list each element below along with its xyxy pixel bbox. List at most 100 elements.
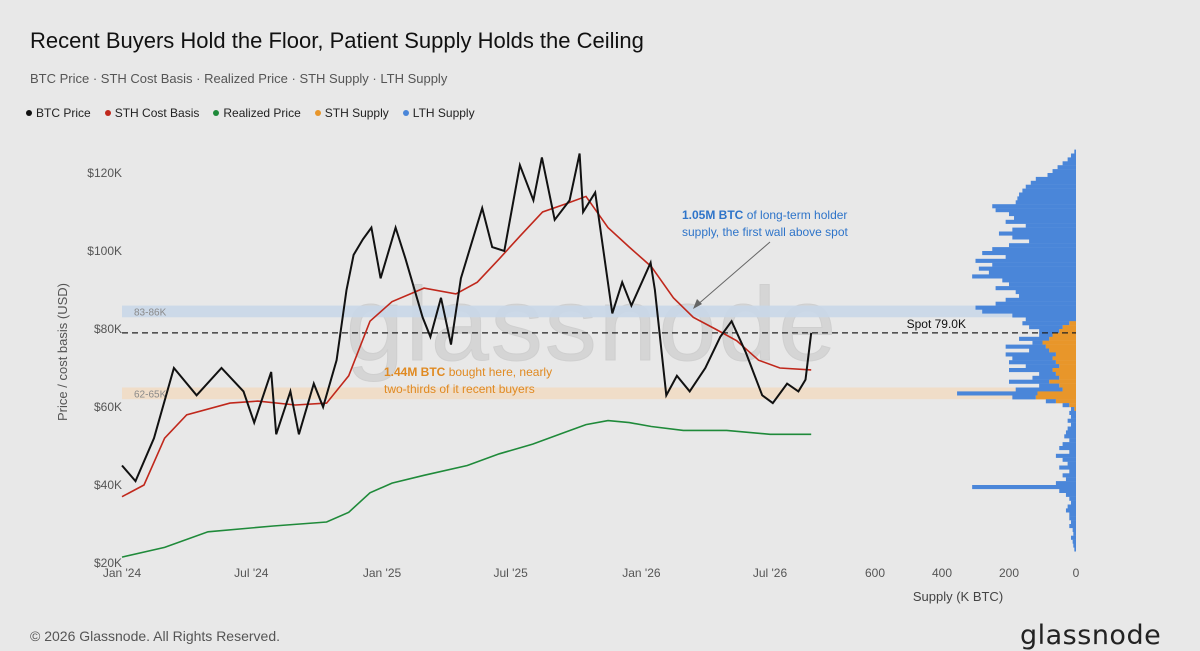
lth-supply-bar [1002,278,1076,283]
lth-annotation-line1: 1.05M BTC of long-term holder [682,208,847,222]
sth-supply-bar [1059,364,1076,369]
sth-annotation-line2: two-thirds of it recent buyers [384,382,535,396]
lth-supply-bar [1025,184,1076,189]
sth-annotation-bold: 1.44M BTC [384,365,446,379]
chart-title: Recent Buyers Hold the Floor, Patient Su… [30,28,644,53]
legend-label-btc-price: BTC Price [36,106,91,120]
lth-supply-bar [1009,282,1076,287]
lth-supply-bar [1039,383,1060,388]
lth-supply-bar [1069,516,1076,521]
supply-tick-label: 600 [865,566,885,580]
lth-supply-bar [1059,446,1076,451]
lth-supply-bar [1019,293,1076,298]
sth-cost-basis-line [121,195,812,498]
sth-supply-bar [1049,336,1076,341]
y-tick-label: $60K [94,400,122,414]
chart-subtitle: BTC Price · STH Cost Basis · Realized Pr… [30,71,448,86]
sth-supply-bar [1059,375,1076,380]
sth-annotation-line1: 1.44M BTC bought here, nearly [384,365,552,379]
sth-supply-bar [1052,368,1076,373]
lth-supply-bar [995,301,1076,306]
lth-supply-bar [1059,488,1076,493]
lth-supply-bar [1009,360,1056,365]
y-tick-label: $80K [94,322,122,336]
lth-annotation-line2: supply, the first wall above spot [682,225,849,239]
lth-supply-bar [1074,547,1076,552]
lth-supply-bar [1005,219,1076,224]
watermark: glassnode [346,267,838,383]
lth-supply-bar [1057,165,1076,170]
annotation-arrow [695,241,771,307]
lth-supply-bar [1062,473,1076,478]
lth-supply-bar [1012,313,1076,318]
copyright: © 2026 Glassnode. All Rights Reserved. [30,628,281,644]
lth-supply-bar [992,247,1076,252]
lth-supply-bar [995,208,1076,213]
legend-item-realized-price[interactable]: Realized Price [213,106,301,120]
lth-supply-bar [1069,438,1076,443]
lth-supply-bar [988,270,1076,275]
legend: BTC Price STH Cost Basis Realized Price … [26,106,475,120]
lth-supply-bar [1067,504,1076,509]
lth-supply-bar [1029,239,1076,244]
lth-supply-bar [1025,223,1076,228]
x-tick-label: Jul '24 [234,566,269,580]
lth-supply-bar [1039,371,1056,376]
sth-supply-bar [1037,391,1076,396]
spot-label: Spot 79.0K [907,317,966,331]
lth-supply-bar [1022,321,1070,326]
lth-supply-bar [1029,348,1050,353]
sth-annotation-text: bought here, nearly [445,365,552,379]
lth-supply-bar [1070,500,1076,505]
lth-supply-bar [1047,173,1076,178]
y-tick-label: $20K [94,556,122,570]
lth-supply-bar [1009,379,1050,384]
lth-supply-bar [978,266,1076,271]
lth-supply-bar [1019,336,1050,341]
sth-supply-bar [1059,329,1076,334]
lth-supply-bar [1069,496,1076,501]
lth-supply-bar [1065,492,1076,497]
lth-supply-bar [1072,539,1076,544]
lth-supply-bar [1072,527,1076,532]
lth-supply-bar [1012,395,1036,400]
legend-item-sth-cost-basis[interactable]: STH Cost Basis [104,106,199,120]
lth-supply-bar [1029,325,1063,330]
y-tick-label: $100K [87,244,122,258]
sth-supply-bar [1074,407,1076,412]
sth-supply-bar [1049,379,1076,384]
lth-supply-bar [1070,414,1076,419]
lth-supply-bar [1005,344,1046,349]
y-axis-label: Price / cost basis (USD) [55,283,70,421]
legend-dot-btc-price [26,110,32,116]
sth-supply-bar [1069,321,1076,326]
sth-supply-bar [1055,399,1076,404]
lth-supply-bar [1015,200,1076,205]
lth-supply-bar [1062,442,1076,447]
lth-supply-bar [1015,290,1076,295]
sth-supply-bar [1045,344,1076,349]
x-tick-label: Jan '26 [622,566,661,580]
btc-price-line [121,153,813,483]
x-tick-label: Jan '25 [363,566,402,580]
lth-supply-bar [1065,430,1076,435]
lth-supply-bar [1070,520,1076,525]
legend-item-btc-price[interactable]: BTC Price [26,106,91,120]
lth-supply-bar [1069,512,1076,517]
legend-label-sth-supply: STH Supply [324,106,389,120]
legend-item-lth-supply[interactable]: LTH Supply [402,106,475,120]
lth-supply-bar [972,274,1076,279]
lth-supply-bar [1012,235,1076,240]
lth-supply-bar [1035,176,1076,181]
lth-supply-bar [1005,297,1076,302]
lth-supply-bar [1070,535,1076,540]
legend-item-sth-supply[interactable]: STH Supply [314,106,389,120]
sth-supply-bar [1069,403,1076,408]
legend-dot-lth-supply [402,110,409,116]
legend-dot-sth-supply [314,110,321,116]
lth-supply-bar [1055,453,1076,458]
lth-supply-bar [1067,461,1076,466]
lth-supply-bar [1055,481,1076,486]
legend-label-realized-price: Realized Price [223,106,301,120]
